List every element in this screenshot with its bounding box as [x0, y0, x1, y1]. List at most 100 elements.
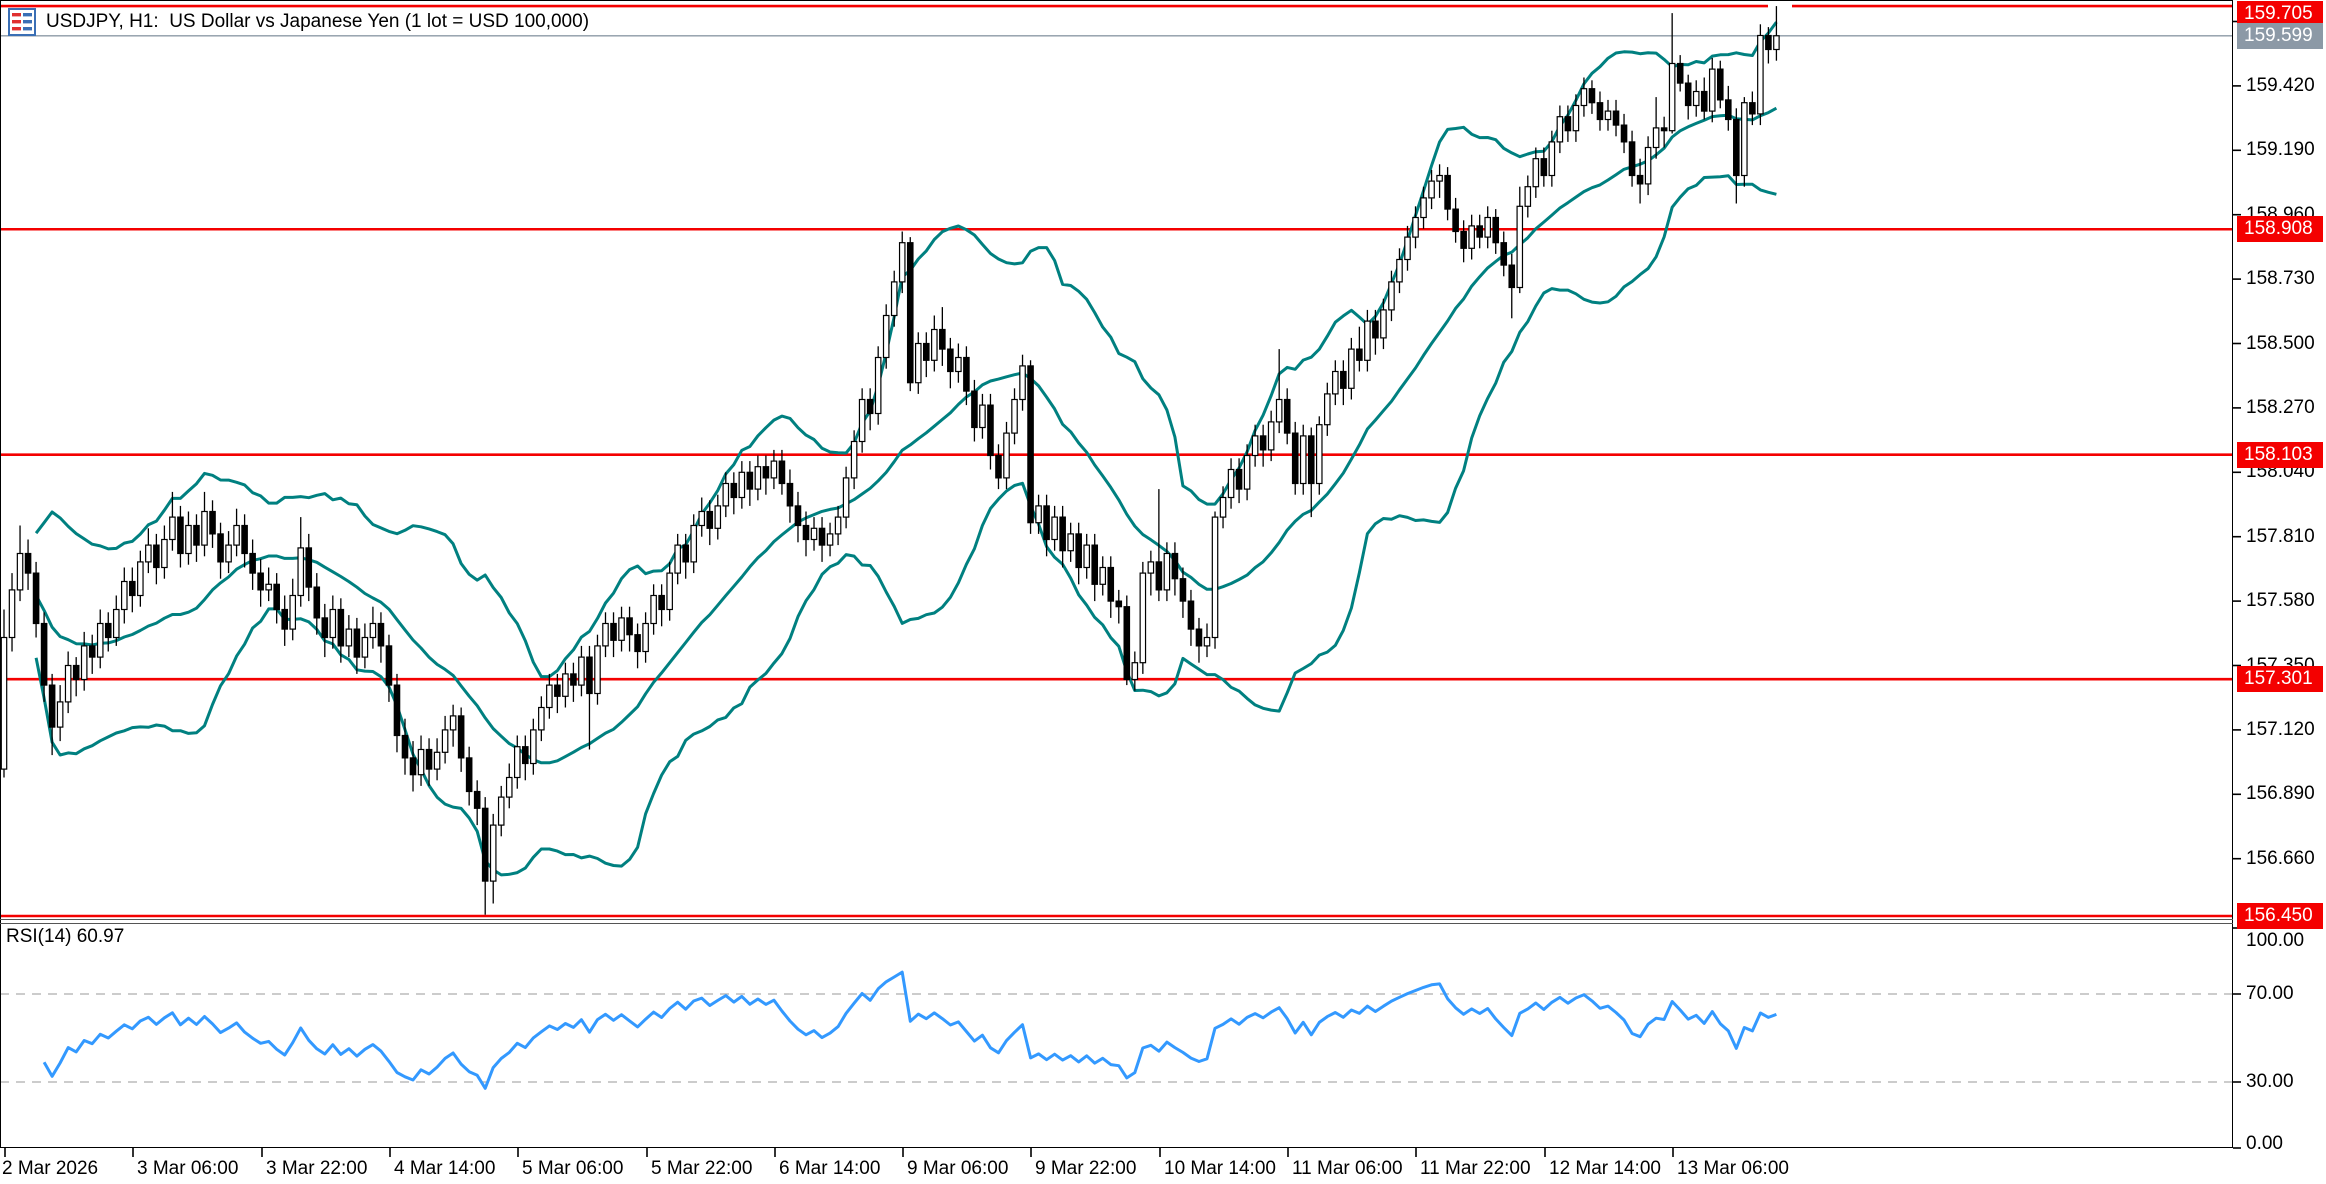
candle-body [858, 398, 866, 443]
candle-body [1460, 230, 1467, 249]
candle-body [88, 645, 96, 658]
candle-body [650, 594, 657, 625]
candle-body [1452, 208, 1459, 233]
price-axis-label: 157.810 [2246, 525, 2315, 547]
candle-body [1596, 102, 1604, 121]
candle-body [401, 734, 409, 759]
candle-body [505, 776, 513, 798]
candle-body [1580, 88, 1588, 107]
level-price-badge: 158.908 [2237, 216, 2323, 243]
candle-body [626, 617, 633, 636]
candle-body [32, 572, 40, 625]
candle-body [1155, 561, 1163, 591]
candle-body [1003, 432, 1010, 479]
candle-body [112, 608, 120, 639]
candle-body [1307, 435, 1315, 485]
candle-body [1380, 309, 1387, 339]
candle-body [96, 622, 104, 658]
candle-body [1492, 216, 1500, 244]
time-axis-label: 5 Mar 22:00 [651, 1158, 753, 1179]
candle-body [1733, 118, 1740, 177]
candle-body [257, 572, 264, 591]
candle-body [417, 748, 425, 776]
candle-body [1652, 127, 1660, 149]
candle-body [754, 466, 762, 490]
candle-body [473, 790, 481, 809]
bollinger-middle-band [34, 106, 1778, 765]
candle-body [1267, 421, 1275, 451]
candle-body [987, 404, 994, 457]
candle-body [714, 505, 722, 529]
candle-body [1211, 516, 1219, 639]
candle-body [642, 622, 649, 653]
candle-body [1540, 158, 1548, 177]
chart-title: USDJPY, H1: US Dollar vs Japanese Yen (1… [46, 11, 590, 32]
candle-body [947, 348, 954, 373]
candle-body [1668, 62, 1676, 132]
candle-body [1532, 158, 1540, 188]
candle-body [1043, 505, 1050, 541]
candle-body [8, 589, 16, 639]
time-axis-label: 11 Mar 22:00 [1420, 1158, 1531, 1179]
candle-body [64, 664, 72, 703]
candle-body [169, 516, 176, 541]
candle-body [1572, 104, 1580, 132]
candle-body [1131, 662, 1139, 681]
candle-body [177, 516, 184, 555]
candle-body [1323, 393, 1331, 426]
candle-body [963, 356, 970, 392]
candle-body [1299, 435, 1307, 485]
candle-body [602, 622, 609, 647]
candle-body [449, 715, 457, 731]
candle-body [1404, 236, 1411, 261]
time-axis-label: 3 Mar 22:00 [266, 1158, 368, 1179]
candle-body [538, 706, 545, 731]
rsi-axis-label: 100.00 [2246, 930, 2305, 951]
candle-body [225, 544, 232, 563]
candle-body [361, 636, 369, 658]
candle-body [1420, 197, 1427, 219]
price-axis-label: 158.500 [2246, 332, 2315, 354]
candle-body [874, 356, 882, 415]
candle-body [546, 684, 553, 709]
candle-body [770, 460, 778, 479]
candle-body [209, 510, 216, 535]
candle-body [497, 796, 505, 826]
candle-body [890, 281, 898, 317]
candle-body [530, 729, 537, 765]
candle-body [786, 482, 794, 507]
price-axis-label: 159.420 [2246, 74, 2315, 96]
candle-body [1019, 365, 1026, 401]
candle-body [762, 466, 770, 479]
candle-body [1340, 370, 1347, 389]
time-axis-label: 9 Mar 06:00 [907, 1158, 1009, 1179]
candle-body [481, 807, 489, 882]
candle-body [1724, 99, 1732, 121]
candle-body [1428, 180, 1435, 199]
candle-body [666, 572, 673, 611]
price-axis-label: 158.730 [2246, 268, 2315, 290]
candle-body [562, 673, 569, 697]
candle-body [201, 510, 208, 546]
candle-body [289, 594, 297, 630]
candle-body [818, 527, 826, 546]
candle-body [297, 547, 305, 597]
candle-body [682, 544, 690, 563]
candle-body [979, 404, 986, 429]
candle-body [1716, 68, 1724, 101]
candle-body [353, 628, 361, 658]
candle-body [1259, 435, 1267, 451]
candle-body [465, 757, 473, 793]
candle-body [826, 533, 834, 546]
candle-body [1444, 174, 1451, 210]
candle-body [1548, 141, 1556, 177]
candle-body [1227, 468, 1235, 499]
chart-header: USDJPY, H1: US Dollar vs Japanese Yen (1… [8, 8, 589, 36]
candle-body [329, 608, 337, 639]
candle-body [1187, 600, 1195, 630]
candle-body [1612, 110, 1620, 126]
candle-body [457, 715, 465, 759]
candle-body [385, 645, 393, 686]
